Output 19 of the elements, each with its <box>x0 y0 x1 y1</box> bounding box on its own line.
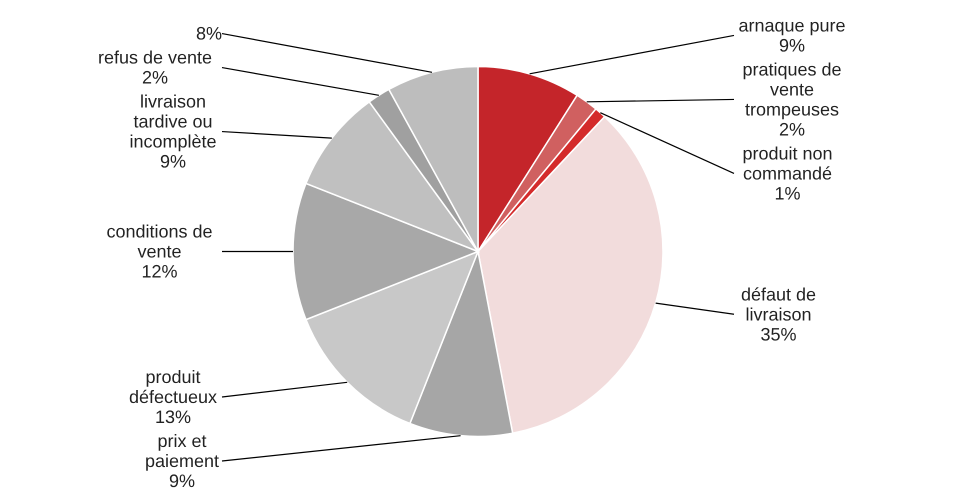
slice-label: défaut de livraison <box>740 284 816 324</box>
slice-label: pratiques de vente trompeuses <box>742 59 842 120</box>
data-label: 2% <box>142 68 168 88</box>
data-label: 13% <box>154 407 192 427</box>
data-label: 9% <box>168 471 196 491</box>
slice-label: livraison tardive ou incomplète <box>129 92 217 152</box>
slice-label: arnaque pure <box>738 15 846 36</box>
slice-label: conditions de vente <box>106 222 213 262</box>
data-label: 2% <box>778 119 806 140</box>
data-label: 9% <box>778 35 806 56</box>
slice-label: produit non commandé <box>742 143 833 184</box>
data-label: 12% <box>141 262 178 282</box>
data-label: 35% <box>760 324 797 344</box>
data-label: 8% <box>196 24 222 44</box>
slice-label: produit défectueux <box>128 367 218 407</box>
data-label: 9% <box>160 152 186 172</box>
data-label: 1% <box>774 183 801 204</box>
slice-label: prix et paiement <box>144 431 220 471</box>
slice-label: refus de vente <box>98 48 212 68</box>
